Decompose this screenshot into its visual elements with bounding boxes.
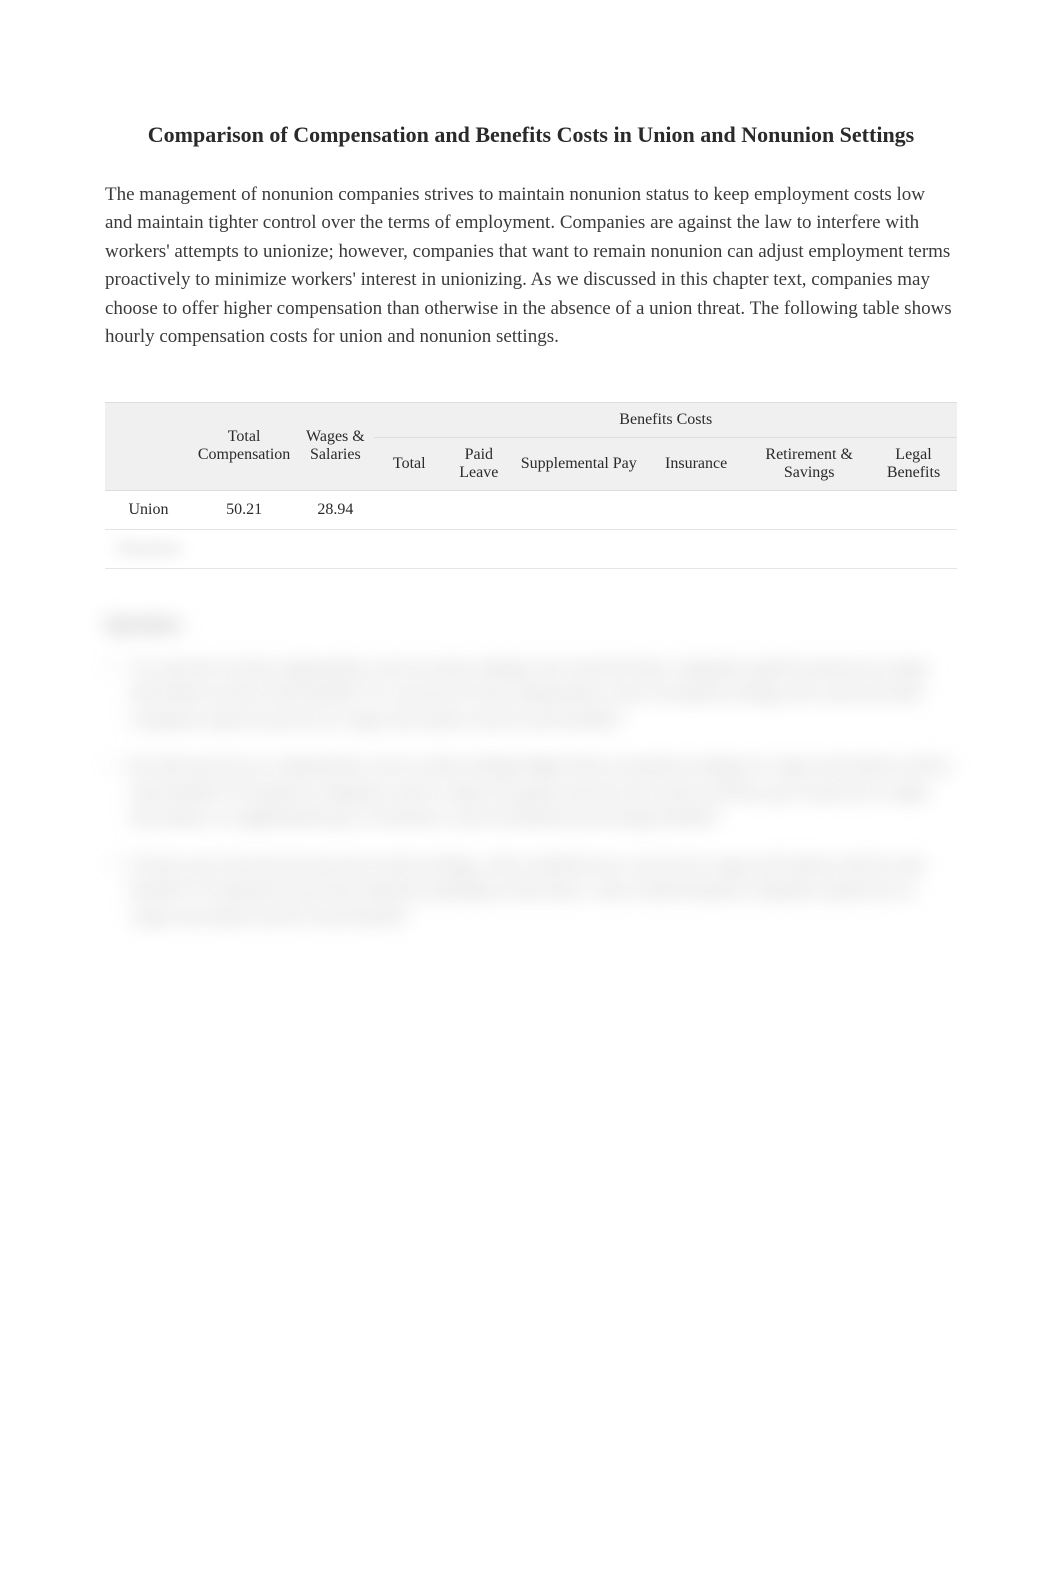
header-supplemental: Supplemental Pay [514,437,644,490]
questions-heading: Questions [105,614,957,635]
page-title: Comparison of Compensation and Benefits … [105,120,957,151]
header-retirement: Retirement & Savings [748,437,870,490]
cell-union-supplemental [514,490,644,529]
row-label-union: Union [105,490,192,529]
row-label-nonunion: Nonunion [105,529,192,568]
compensation-table: Total Compensation Wages & Salaries Bene… [105,402,957,569]
cell-union-paidleave [444,490,514,529]
questions-list: As a percent of total compensation costs… [105,655,957,929]
header-legal: Legal Benefits [870,437,957,490]
header-wages: Wages & Salaries [296,402,374,490]
compensation-table-container: Total Compensation Wages & Salaries Bene… [105,402,957,569]
header-empty [105,402,192,490]
cell-nonunion-total [374,529,444,568]
cell-union-insurance [644,490,748,529]
cell-union-total [374,490,444,529]
header-benefits: Benefits Costs [374,402,957,437]
cell-nonunion-paidleave [444,529,514,568]
question-item: As a percent of total compensation costs… [130,655,957,732]
question-item: By what percent are compensation costs i… [130,753,957,830]
header-paid-leave: Paid Leave [444,437,514,490]
table-row: Nonunion [105,529,957,568]
cell-union-totalcomp: 50.21 [192,490,296,529]
questions-section: Questions As a percent of total compensa… [105,614,957,929]
cell-nonunion-insurance [644,529,748,568]
cell-nonunion-legal [870,529,957,568]
header-total: Total [374,437,444,490]
cell-nonunion-wages [296,529,374,568]
cell-nonunion-retirement [748,529,870,568]
cell-nonunion-supplemental [514,529,644,568]
cell-nonunion-totalcomp [192,529,296,568]
header-insurance: Insurance [644,437,748,490]
table-header-row-1: Total Compensation Wages & Salaries Bene… [105,402,957,437]
table-row: Union 50.21 28.94 [105,490,957,529]
question-item: If total cost in increase by percent in … [130,852,957,929]
header-total-comp: Total Compensation [192,402,296,490]
cell-union-retirement [748,490,870,529]
intro-paragraph: The management of nonunion companies str… [105,181,957,352]
cell-union-wages: 28.94 [296,490,374,529]
cell-union-legal [870,490,957,529]
